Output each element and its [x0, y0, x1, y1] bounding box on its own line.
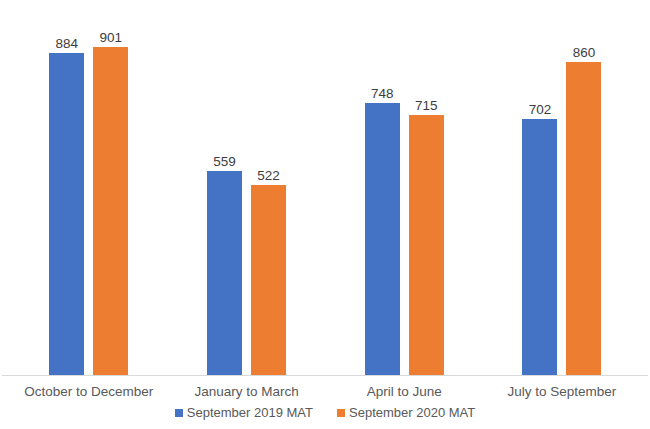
- data-label: 748: [371, 87, 394, 101]
- bar-series1: 702: [522, 103, 557, 376]
- data-label: 522: [257, 169, 280, 183]
- legend: September 2019 MAT September 2020 MAT: [0, 406, 650, 419]
- bar-group: 559 522: [168, 0, 326, 375]
- bar: [566, 62, 601, 375]
- category-label: October to December: [10, 384, 168, 400]
- legend-item: September 2019 MAT: [175, 406, 313, 419]
- category-label: July to September: [483, 384, 641, 400]
- bar-chart: 884 901 559 522 748 715 702 860 October to Dece…: [0, 0, 650, 429]
- bar: [522, 119, 557, 375]
- bar-group: 884 901: [10, 0, 168, 375]
- bar-group: 748 715: [325, 0, 483, 375]
- legend-swatch-icon: [337, 409, 345, 417]
- data-label: 901: [100, 31, 123, 45]
- legend-swatch-icon: [175, 409, 183, 417]
- data-label: 559: [213, 155, 236, 169]
- x-axis-line: [2, 375, 648, 376]
- category-label: April to June: [325, 384, 483, 400]
- legend-item: September 2020 MAT: [337, 406, 475, 419]
- data-label: 715: [415, 99, 438, 113]
- bar: [49, 53, 84, 375]
- bar: [93, 47, 128, 375]
- data-label: 702: [529, 103, 552, 117]
- legend-label: September 2020 MAT: [349, 406, 475, 419]
- bar-series1: 559: [207, 155, 242, 376]
- plot-area: 884 901 559 522 748 715 702 860: [10, 0, 641, 375]
- bar-series2: 860: [566, 46, 601, 376]
- bar: [207, 171, 242, 375]
- bar-series2: 715: [409, 99, 444, 376]
- legend-label: September 2019 MAT: [187, 406, 313, 419]
- bar: [409, 115, 444, 375]
- bar-series1: 748: [365, 87, 400, 376]
- category-label: January to March: [168, 384, 326, 400]
- data-label: 884: [56, 37, 79, 51]
- bar-series2: 901: [93, 31, 128, 376]
- bar-series1: 884: [49, 37, 84, 376]
- bar: [251, 185, 286, 375]
- bar-group: 702 860: [483, 0, 641, 375]
- data-label: 860: [573, 46, 596, 60]
- bar: [365, 103, 400, 375]
- category-axis: October to DecemberJanuary to MarchApril…: [10, 384, 641, 402]
- bar-series2: 522: [251, 169, 286, 376]
